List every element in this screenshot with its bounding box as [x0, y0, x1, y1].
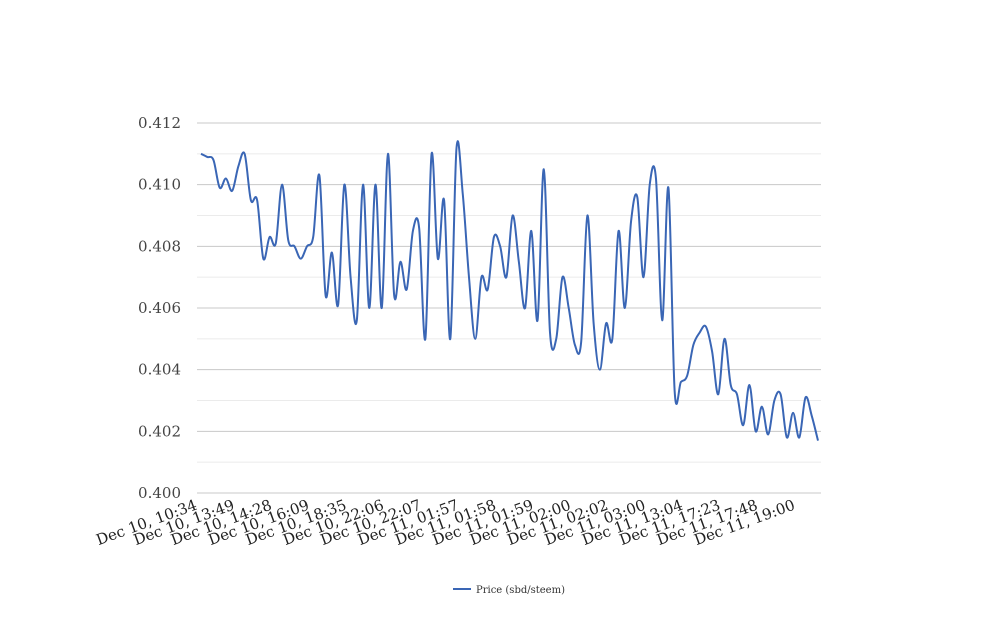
- y-tick-label: 0.412: [138, 114, 181, 132]
- y-tick-label: 0.408: [138, 237, 181, 255]
- series-line-price: [200, 140, 819, 441]
- gridlines: [197, 122, 821, 494]
- y-tick-label: 0.402: [138, 422, 181, 440]
- y-tick-label: 0.406: [138, 299, 181, 317]
- legend-label: Price (sbd/steem): [476, 585, 565, 596]
- y-tick-label: 0.404: [138, 361, 181, 379]
- series-layer: [200, 140, 819, 441]
- y-tick-label: 0.410: [138, 176, 181, 194]
- y-tick-label: 0.400: [138, 484, 181, 502]
- y-axis: 0.400 0.402 0.404 0.406 0.408 0.410 0.412: [138, 114, 181, 502]
- legend: Price (sbd/steem): [453, 585, 565, 596]
